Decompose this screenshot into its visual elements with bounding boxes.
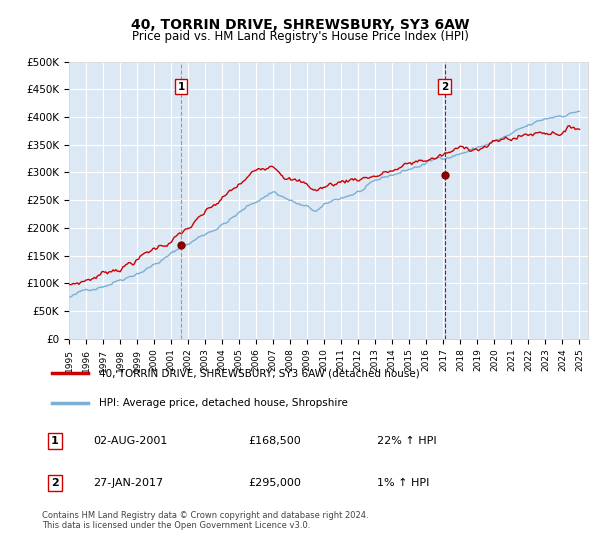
- Text: 27-JAN-2017: 27-JAN-2017: [94, 478, 164, 488]
- Text: 2: 2: [51, 478, 59, 488]
- Text: 40, TORRIN DRIVE, SHREWSBURY, SY3 6AW (detached house): 40, TORRIN DRIVE, SHREWSBURY, SY3 6AW (d…: [99, 368, 419, 378]
- Text: Price paid vs. HM Land Registry's House Price Index (HPI): Price paid vs. HM Land Registry's House …: [131, 30, 469, 43]
- Text: 1: 1: [51, 436, 59, 446]
- Text: £168,500: £168,500: [248, 436, 301, 446]
- Text: 40, TORRIN DRIVE, SHREWSBURY, SY3 6AW: 40, TORRIN DRIVE, SHREWSBURY, SY3 6AW: [131, 18, 469, 32]
- Text: 1% ↑ HPI: 1% ↑ HPI: [377, 478, 430, 488]
- Text: 22% ↑ HPI: 22% ↑ HPI: [377, 436, 437, 446]
- Text: 2: 2: [441, 82, 448, 91]
- Text: £295,000: £295,000: [248, 478, 301, 488]
- Text: HPI: Average price, detached house, Shropshire: HPI: Average price, detached house, Shro…: [99, 398, 347, 408]
- Text: 02-AUG-2001: 02-AUG-2001: [94, 436, 168, 446]
- Text: 1: 1: [178, 82, 185, 91]
- Text: Contains HM Land Registry data © Crown copyright and database right 2024.
This d: Contains HM Land Registry data © Crown c…: [42, 511, 368, 530]
